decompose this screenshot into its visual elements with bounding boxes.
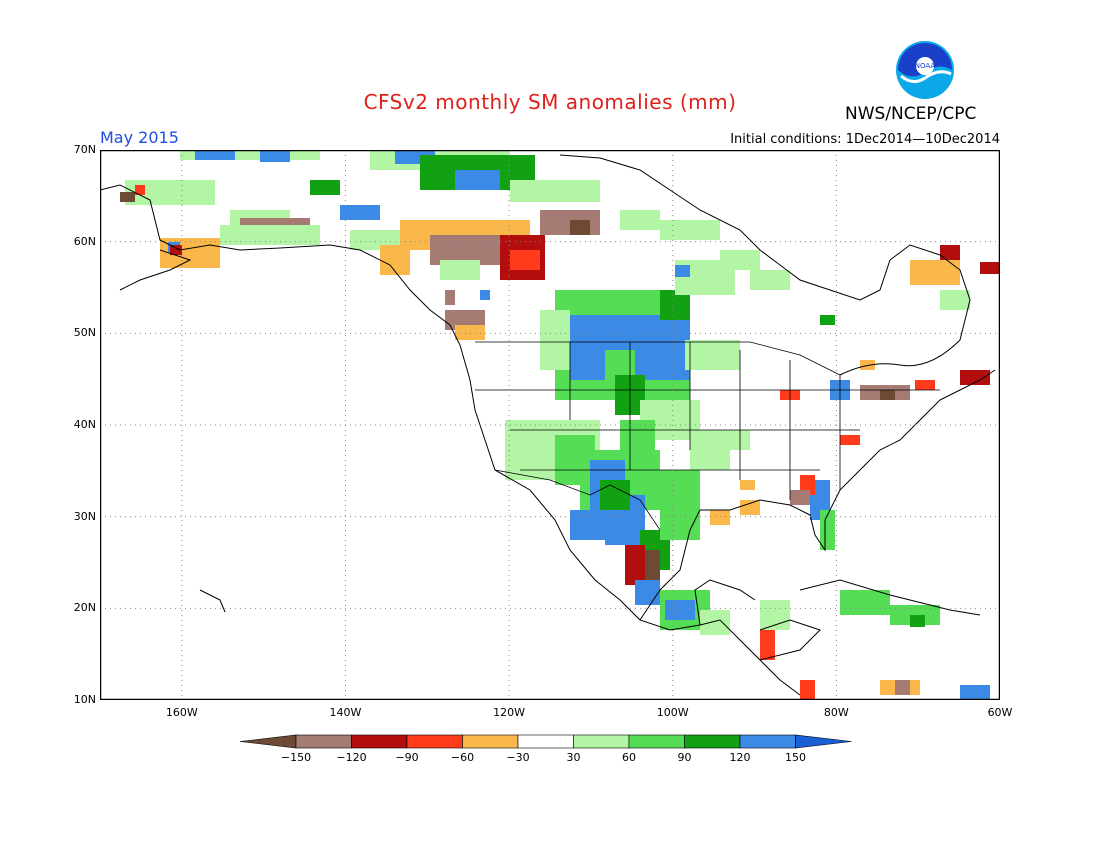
colorbar-label: −60 xyxy=(450,751,475,764)
lat-label-20n: 20N xyxy=(73,601,96,615)
svg-text:NOAA: NOAA xyxy=(915,62,936,70)
lon-label-60w: 60W xyxy=(987,706,1013,719)
colorbar-label: −90 xyxy=(395,751,419,764)
anomaly-map xyxy=(100,150,1000,700)
lon-label-80w: 80W xyxy=(823,706,849,719)
colorbar-swatch-8 xyxy=(684,734,741,749)
noaa-logo: NOAA xyxy=(895,40,955,100)
colorbar-label: 150 xyxy=(785,751,806,764)
lat-label-70n: 70N xyxy=(73,143,96,156)
colorbar-swatch-1 xyxy=(295,734,352,749)
agency-label: NWS/NCEP/CPC xyxy=(845,104,977,124)
lon-label-160w: 160W xyxy=(165,706,198,719)
colorbar-swatch-2 xyxy=(351,734,408,749)
colorbar-swatch-10 xyxy=(795,734,852,749)
lat-label-40n: 40N xyxy=(73,418,96,431)
colorbar-swatch-6 xyxy=(573,734,630,749)
valid-month-label: May 2015 xyxy=(100,128,179,147)
coastlines xyxy=(100,154,996,696)
map-gridlines xyxy=(100,150,1000,700)
colorbar-label: −30 xyxy=(506,751,530,764)
map-frame xyxy=(100,150,1000,700)
map-title: CFSv2 monthly SM anomalies (mm) xyxy=(363,90,737,114)
anomaly-patches xyxy=(120,150,1000,700)
colorbar-label: −120 xyxy=(336,751,367,764)
colorbar-swatch-7 xyxy=(628,734,685,749)
colorbar-label: 30 xyxy=(566,751,581,764)
lat-label-30n: 30N xyxy=(73,509,96,523)
colorbar-swatch-4 xyxy=(462,734,519,749)
lon-label-120w: 120W xyxy=(493,706,526,719)
colorbar-swatch-5 xyxy=(517,734,574,749)
lat-label-50n: 50N xyxy=(73,326,96,340)
lon-label-100w: 100W xyxy=(656,706,689,719)
lat-label-60n: 60N xyxy=(73,234,96,248)
borders xyxy=(475,341,940,531)
lat-label-10n: 10N xyxy=(73,693,96,706)
colorbar-label: −150 xyxy=(280,751,312,764)
lon-label-140w: 140W xyxy=(329,706,362,719)
colorbar-swatch-3 xyxy=(406,734,463,749)
colorbar xyxy=(240,734,852,749)
colorbar-swatch-0 xyxy=(240,734,297,749)
initial-conditions-label: Initial conditions: 1Dec2014—10Dec2014 xyxy=(730,132,1000,147)
colorbar-label: 120 xyxy=(729,751,751,764)
colorbar-swatch-9 xyxy=(739,734,796,749)
colorbar-label: 90 xyxy=(677,751,692,764)
colorbar-label: 60 xyxy=(622,751,636,764)
